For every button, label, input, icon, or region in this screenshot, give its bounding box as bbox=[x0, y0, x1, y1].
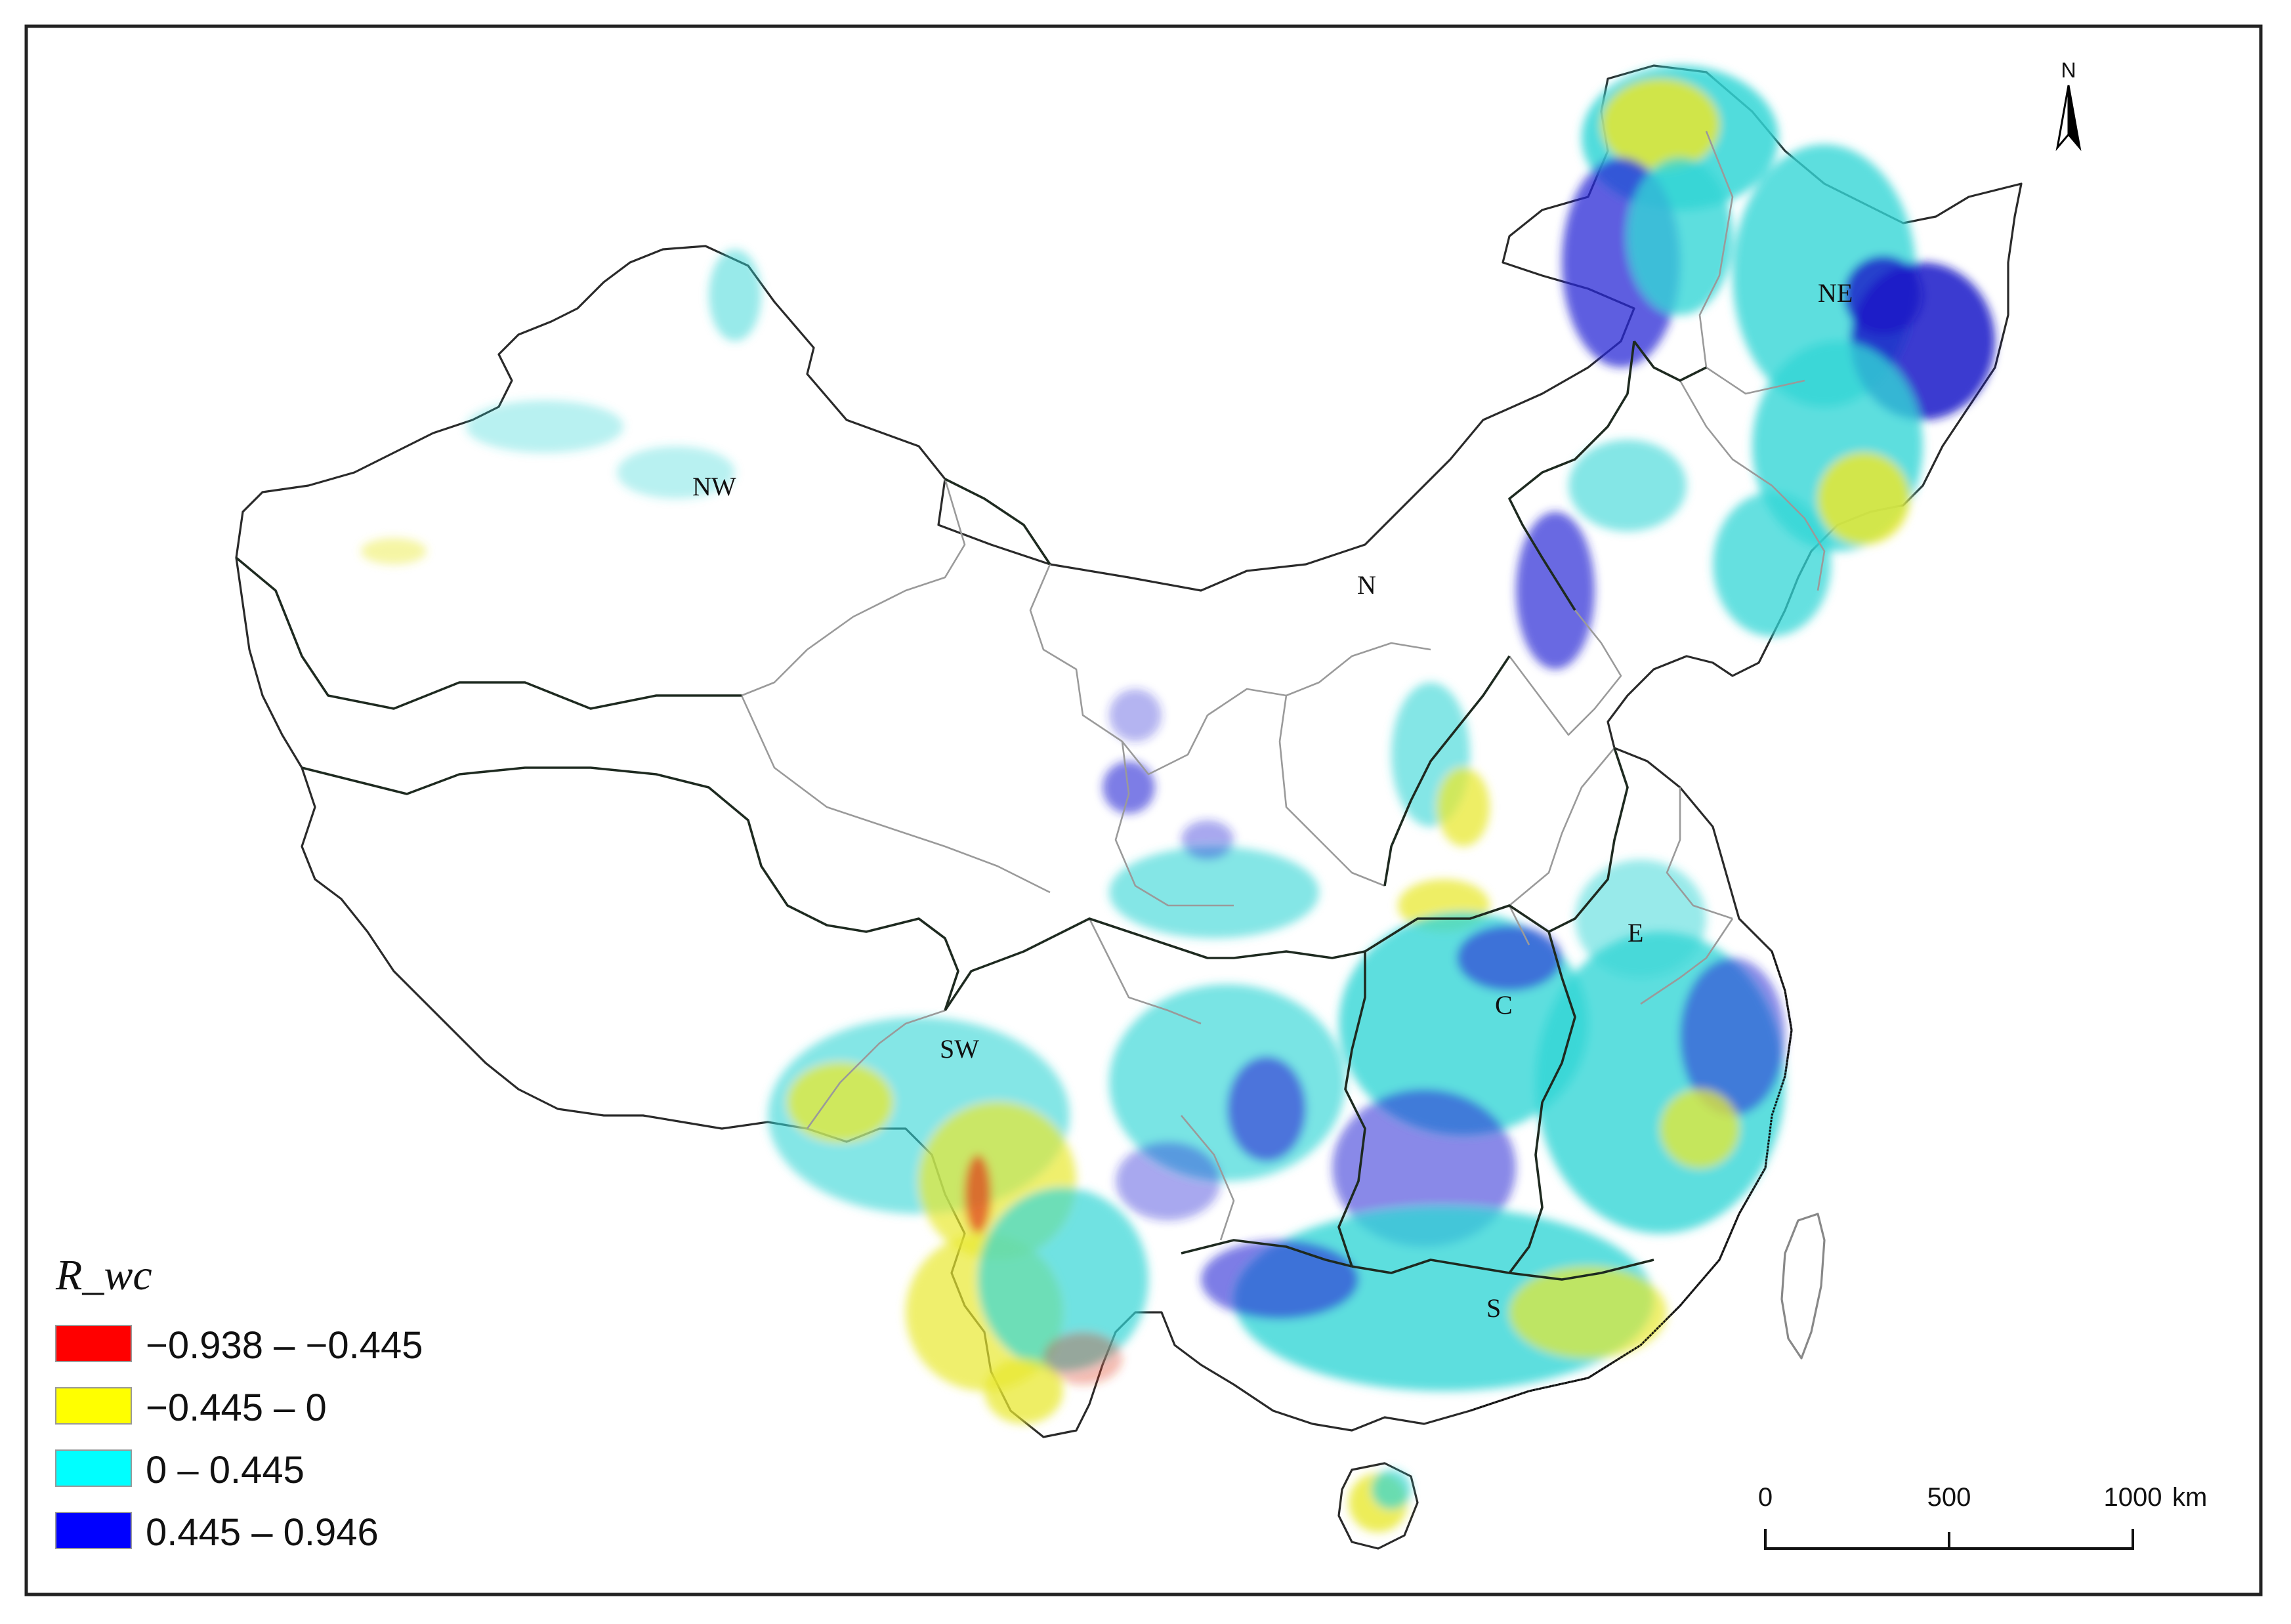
scale-tick-500: 500 bbox=[1927, 1483, 1971, 1512]
legend-label-4: 0.445 – 0.946 bbox=[146, 1511, 379, 1554]
correlation-raster bbox=[361, 66, 1995, 1532]
legend-swatch-1 bbox=[55, 1325, 132, 1362]
scale-bar: 0 500 1000 km bbox=[1758, 1483, 2207, 1550]
legend: R_wc −0.938 – −0.445 −0.445 – 0 0 – 0.44… bbox=[55, 1251, 423, 1554]
legend-label-2: −0.445 – 0 bbox=[146, 1386, 327, 1429]
region-label-c: C bbox=[1495, 990, 1513, 1020]
legend-label-1: −0.938 – −0.445 bbox=[146, 1324, 423, 1367]
province-borders bbox=[740, 131, 1826, 1241]
legend-label-3: 0 – 0.445 bbox=[146, 1449, 305, 1491]
legend-swatch-2 bbox=[55, 1387, 132, 1425]
legend-swatch-3 bbox=[55, 1449, 132, 1487]
region-label-nw: NW bbox=[692, 472, 736, 501]
region-borders bbox=[235, 340, 1707, 1281]
scale-unit: km bbox=[2172, 1483, 2207, 1512]
legend-swatch-4 bbox=[55, 1512, 132, 1549]
scale-tick-1000: 1000 bbox=[2104, 1483, 2162, 1512]
coastline bbox=[1469, 951, 1793, 1412]
region-label-ne: NE bbox=[1818, 278, 1853, 308]
region-label-s: S bbox=[1486, 1293, 1501, 1323]
region-label-n: N bbox=[1357, 570, 1376, 600]
north-arrow-label: N bbox=[2061, 58, 2076, 82]
map-frame bbox=[24, 24, 2263, 1596]
scale-tick-0: 0 bbox=[1758, 1483, 1773, 1512]
legend-title: R_wc bbox=[55, 1251, 152, 1299]
north-arrow-icon: N bbox=[2055, 58, 2082, 152]
region-label-sw: SW bbox=[940, 1034, 979, 1064]
region-label-e: E bbox=[1628, 918, 1643, 947]
taiwan-island bbox=[1780, 1213, 1826, 1360]
